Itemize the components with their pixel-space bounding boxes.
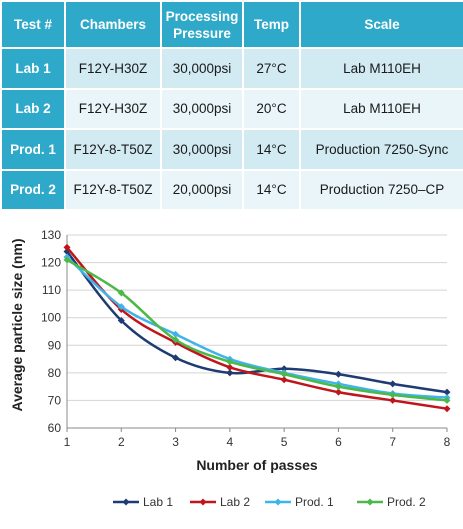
row-test-label: Lab 2: [0, 87, 66, 130]
header-scale: Scale: [299, 0, 463, 49]
table-row: Prod. 1 F12Y-8-T50Z 30,000psi 14°C Produ…: [0, 128, 463, 171]
series-line-prod-2: [66, 258, 448, 402]
cell-scale: Production 7250-Sync: [299, 128, 463, 171]
series-line-lab-1: [66, 250, 448, 394]
header-chambers: Chambers: [64, 0, 162, 49]
cell-temp: 27°C: [242, 47, 301, 90]
header-test-number: Test #: [0, 0, 66, 49]
cell-chambers: F12Y-H30Z: [64, 87, 162, 130]
x-tick-label: 7: [389, 435, 396, 449]
axes: 60 70 80 90 100 110 120 130 1 2 3 4 5 6 7 8: [41, 228, 451, 449]
data-point: [443, 405, 451, 413]
data-point: [226, 369, 234, 377]
legend-item-prod-2: Prod. 2: [357, 495, 426, 509]
cell-pressure: 20,000psi: [160, 168, 244, 211]
legend-label: Prod. 1: [295, 495, 334, 509]
data-point: [117, 316, 125, 324]
legend-marker: [366, 498, 374, 506]
legend-label: Lab 1: [143, 495, 173, 509]
x-tick-label: 5: [281, 435, 288, 449]
data-point: [334, 388, 342, 396]
y-tick-label: 90: [48, 338, 62, 352]
cell-chambers: F12Y-8-T50Z: [64, 128, 162, 171]
series-prod-1: [63, 253, 451, 402]
x-tick-label: 3: [172, 435, 179, 449]
data-point: [117, 303, 125, 311]
legend-label: Lab 2: [220, 495, 250, 509]
y-tick-label: 130: [41, 228, 61, 242]
cell-scale: Lab M110EH: [299, 87, 463, 130]
data-point: [334, 370, 342, 378]
data-point: [443, 396, 451, 404]
legend-marker: [199, 498, 207, 506]
row-test-label: Prod. 2: [0, 168, 66, 211]
header-temp: Temp: [242, 0, 301, 49]
table-row: Lab 2 F12Y-H30Z 30,000psi 20°C Lab M110E…: [0, 87, 463, 130]
data-point: [443, 388, 451, 396]
x-tick-label: 1: [64, 435, 71, 449]
cell-pressure: 30,000psi: [160, 47, 244, 90]
data-point: [280, 376, 288, 384]
legend-label: Prod. 2: [387, 495, 426, 509]
table-row: Lab 1 F12Y-H30Z 30,000psi 27°C Lab M110E…: [0, 47, 463, 90]
test-conditions-table: Test # Chambers Processing Pressure Temp…: [0, 0, 463, 211]
cell-temp: 14°C: [242, 168, 301, 211]
header-processing-pressure: Processing Pressure: [160, 0, 244, 49]
data-point: [389, 380, 397, 388]
legend-item-prod-1: Prod. 1: [265, 495, 334, 509]
legend: Lab 1 Lab 2 Prod. 1 Prod. 2: [113, 495, 426, 509]
data-point: [117, 289, 125, 297]
data-point: [172, 330, 180, 338]
series-prod-2: [63, 256, 451, 404]
row-test-label: Lab 1: [0, 47, 66, 90]
data-point: [63, 243, 71, 251]
table-row: Prod. 2 F12Y-8-T50Z 20,000psi 14°C Produ…: [0, 168, 463, 211]
data-point: [389, 391, 397, 399]
legend-marker: [122, 498, 130, 506]
data-point: [172, 336, 180, 344]
table-header-row: Test # Chambers Processing Pressure Temp…: [0, 0, 463, 49]
cell-pressure: 30,000psi: [160, 128, 244, 171]
data-point: [280, 365, 288, 373]
cell-pressure: 30,000psi: [160, 87, 244, 130]
legend-item-lab-2: Lab 2: [190, 495, 250, 509]
y-tick-label: 100: [41, 311, 61, 325]
x-axis-label: Number of passes: [196, 457, 318, 473]
data-point: [226, 363, 234, 371]
x-tick-label: 2: [118, 435, 125, 449]
cell-temp: 14°C: [242, 128, 301, 171]
data-point: [389, 396, 397, 404]
x-tick-label: 4: [227, 435, 234, 449]
particle-size-line-chart: 60 70 80 90 100 110 120 130 1 2 3 4 5 6 7 8 Average par…: [9, 228, 451, 509]
data-point: [334, 383, 342, 391]
x-tick-label: 6: [335, 435, 342, 449]
series-lines: [63, 243, 451, 413]
cell-chambers: F12Y-H30Z: [64, 47, 162, 90]
cell-scale: Lab M110EH: [299, 47, 463, 90]
y-tick-label: 120: [41, 256, 61, 270]
cell-temp: 20°C: [242, 87, 301, 130]
cell-chambers: F12Y-8-T50Z: [64, 168, 162, 211]
cell-scale: Production 7250–CP: [299, 168, 463, 211]
row-test-label: Prod. 1: [0, 128, 66, 171]
legend-marker: [274, 498, 282, 506]
y-tick-label: 70: [48, 393, 62, 407]
x-tick-label: 8: [444, 435, 451, 449]
data-point: [172, 354, 180, 362]
data-point: [226, 358, 234, 366]
data-point: [280, 370, 288, 378]
y-tick-label: 110: [42, 283, 61, 297]
legend-item-lab-1: Lab 1: [113, 495, 173, 509]
data-point: [63, 256, 71, 264]
series-line-prod-1: [66, 256, 448, 399]
y-tick-label: 80: [48, 366, 62, 380]
y-tick-label: 60: [48, 421, 62, 435]
y-axis-label: Average particle size (nm): [9, 239, 25, 412]
